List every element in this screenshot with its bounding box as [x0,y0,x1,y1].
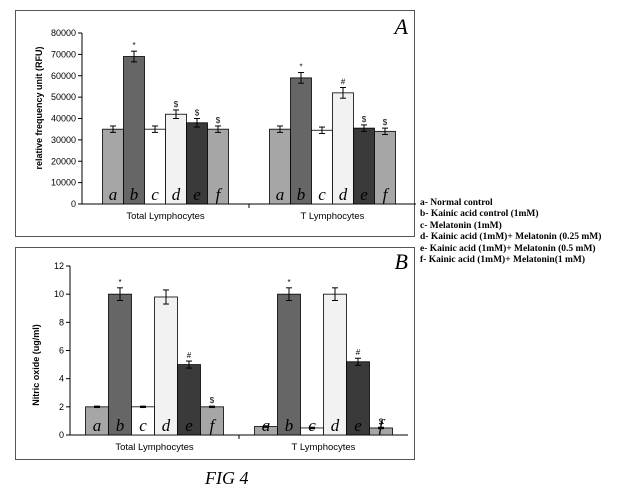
bar-letter-label: b [285,416,294,435]
significance-mark: # [341,78,346,87]
y-tick-label: 70000 [51,49,76,59]
category-label: T Lymphocytes [292,442,356,453]
bar-letter-label: e [360,185,368,204]
legend-item-a: a- Normal control [420,198,493,208]
y-tick-label: 10 [54,289,64,299]
bar-letter-label: b [130,185,139,204]
bar-letter-label: c [308,416,316,435]
bar-b [123,56,145,205]
significance-mark: $ [216,116,221,125]
y-tick-label: 4 [59,374,64,384]
bar-letter-label: f [210,416,217,435]
legend-item-d: d- Kainic acid (1mM)+ Melatonin (0.25 mM… [420,232,602,243]
y-tick-label: 6 [59,346,64,356]
significance-mark: $ [379,417,384,426]
bar-letter-label: d [331,416,340,435]
bar-letter-label: d [172,185,181,204]
y-tick-label: 2 [59,402,64,412]
legend-item-b: b- Kainic acid control (1mM) [420,209,539,220]
y-tick-label: 0 [71,199,76,209]
bar-letter-label: a [262,416,271,435]
panel-b-chart: 0 2 4 6 8 10 12 Total Lymphocytes a * b c d # e $ f T Lym… [15,247,415,460]
bar-letter-label: a [109,185,118,204]
bar-letter-label: d [162,416,171,435]
legend-item-f: f- Kainic acid (1mM)+ Melatonin(1 mM) [420,255,586,266]
y-tick-label: 10000 [51,178,76,188]
y-tick-label: 80000 [51,28,76,38]
bar-letter-label: a [276,185,285,204]
significance-mark: $ [174,100,179,109]
y-tick-label: 0 [59,430,64,440]
bar-letter-label: f [383,185,390,204]
category-label: Total Lymphocytes [126,211,205,222]
bar-letter-label: f [216,185,223,204]
y-tick-label: 50000 [51,92,76,102]
significance-mark: * [132,41,135,50]
bar-letter-label: a [93,416,102,435]
y-tick-label: 40000 [51,114,76,124]
figure-caption: FIG 4 [205,468,249,488]
significance-mark: * [287,278,290,287]
legend-item-c: c- Melatonin (1mM) [420,220,502,231]
bar-letter-label: c [151,185,159,204]
panel-a-chart: 0 10000 20000 30000 40000 50000 60000 70000 8000… [15,10,416,237]
bar-letter-label: e [193,185,201,204]
y-tick-label: 8 [59,317,64,327]
bar-letter-label: e [185,416,193,435]
y-tick-label: 12 [54,261,64,271]
legend-item-e: e- Kainic acid (1mM)+ Melatonin (0.5 mM) [420,243,596,254]
bar-letter-label: f [379,416,386,435]
panel-a-y-axis-label: relative frequency unit (RFU) [34,46,44,170]
bar-letter-label: b [116,416,125,435]
significance-mark: $ [383,118,388,127]
y-tick-label: 60000 [51,71,76,81]
significance-mark: * [299,63,302,72]
bar-letter-label: c [318,185,326,204]
significance-mark: $ [362,115,367,124]
y-tick-label: 30000 [51,135,76,145]
panel-b-y-axis-label: Nitric oxide (ug/ml) [31,324,41,406]
significance-mark: * [118,278,121,287]
y-tick-label: 20000 [51,156,76,166]
significance-mark: # [187,351,192,360]
bar-d [323,293,347,436]
category-label: Total Lymphocytes [115,442,194,453]
bar-b [277,293,301,436]
panel-a-plot: 0 10000 20000 30000 40000 50000 60000 70000 8000… [51,28,416,222]
panel-b-label: B [394,249,408,274]
bar-letter-label: b [297,185,306,204]
significance-mark: $ [210,396,215,405]
legend: a- Normal control b- Kainic acid control… [420,198,601,266]
bar-d [154,296,178,436]
significance-mark: $ [195,109,200,118]
bar-b [108,293,132,436]
category-label: T Lymphocytes [301,211,365,222]
panel-a-label: A [394,14,408,39]
significance-mark: # [356,348,361,357]
bar-letter-label: e [354,416,362,435]
bar-letter-label: c [139,416,147,435]
bar-letter-label: d [339,185,348,204]
